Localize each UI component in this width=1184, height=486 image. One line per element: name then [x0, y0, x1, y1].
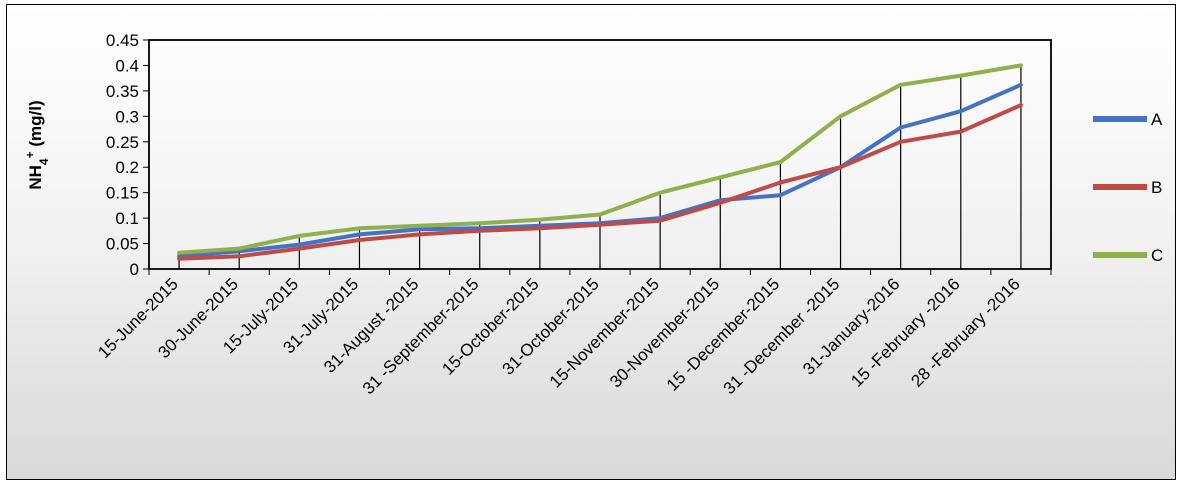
- x-tick-label: 30-November-2015: [606, 274, 723, 391]
- y-tick-label: 0.15: [106, 184, 139, 203]
- y-tick-label: 0.45: [106, 31, 139, 50]
- line-chart: NH4+ (mg/l) 0 0.05 0.1 0.15 0.2 0.25 0.3 0.35 0.…: [23, 31, 1163, 398]
- y-axis-title: NH4+ (mg/l): [23, 100, 51, 189]
- x-tick-label: 15-November-2015: [546, 274, 663, 391]
- x-tick-label: 15 -December-2015: [663, 274, 783, 394]
- x-tick-label: 15 -February -2016: [847, 274, 963, 390]
- y-tick-label: 0.3: [115, 107, 139, 126]
- y-tick-label: 0.2: [115, 158, 139, 177]
- legend-label-b: B: [1151, 178, 1162, 197]
- series-line-b: [177, 103, 1023, 261]
- y-tick-label: 0: [130, 260, 139, 279]
- legend-label-a: A: [1151, 110, 1163, 129]
- x-tick-label: 31 -September-2015: [359, 274, 483, 398]
- chart-area: NH4+ (mg/l) 0 0.05 0.1 0.15 0.2 0.25 0.3 0.35 0.…: [6, 4, 1176, 480]
- y-tick-label: 0.1: [115, 209, 139, 228]
- y-tick-label: 0.35: [106, 82, 139, 101]
- legend-label-c: C: [1151, 246, 1163, 265]
- series-line-c: [177, 63, 1023, 255]
- x-tick-label: 28 -February -2016: [907, 274, 1023, 390]
- x-tick-label: 31 -December -2015: [720, 274, 844, 398]
- y-tick-label: 0.25: [106, 133, 139, 152]
- y-tick-label: 0.05: [106, 235, 139, 254]
- y-tick-label: 0.4: [115, 56, 139, 75]
